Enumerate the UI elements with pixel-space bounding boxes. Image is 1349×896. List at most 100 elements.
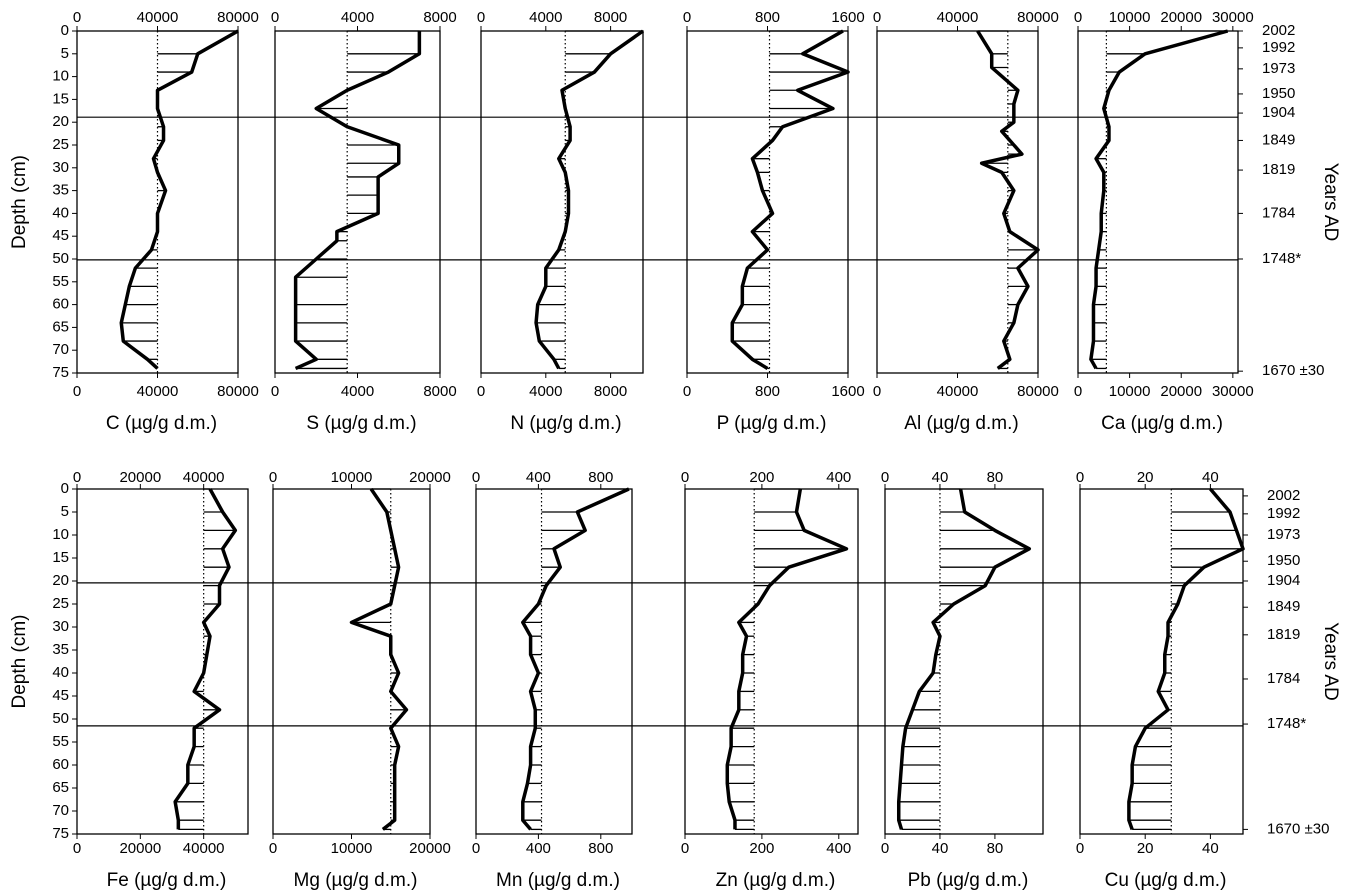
x-tick-label: 20000 bbox=[409, 840, 451, 857]
plot-frame bbox=[1079, 488, 1244, 835]
y-tick-label: 70 bbox=[52, 802, 69, 819]
profile-line bbox=[521, 487, 630, 831]
y-tick-label: 55 bbox=[52, 733, 69, 750]
x-tick-label: 0 bbox=[873, 9, 881, 26]
y2-tick-label: 1992 bbox=[1262, 39, 1295, 56]
x-tick-label: 0 bbox=[881, 469, 889, 486]
y-tick-label: 35 bbox=[52, 641, 69, 658]
plot-frame bbox=[272, 488, 431, 835]
profile-line bbox=[1089, 29, 1229, 370]
x-axis-label: Ca (µg/g d.m.) bbox=[1101, 413, 1223, 434]
x-tick-label: 0 bbox=[477, 9, 485, 26]
x-tick-label: 40 bbox=[1202, 469, 1219, 486]
y-tick-label: 25 bbox=[52, 595, 69, 612]
x-tick-label: 200 bbox=[749, 840, 774, 857]
x-tick-label: 0 bbox=[1074, 383, 1082, 400]
x-tick-label: 400 bbox=[526, 469, 551, 486]
x-tick-label: 40000 bbox=[137, 383, 179, 400]
x-tick-label: 4000 bbox=[529, 9, 562, 26]
x-tick-label: 1600 bbox=[831, 383, 864, 400]
x-axis-label: Al (µg/g d.m.) bbox=[904, 413, 1018, 434]
y-tick-label: 40 bbox=[52, 204, 69, 221]
x-tick-label: 40000 bbox=[183, 840, 225, 857]
x-tick-label: 4000 bbox=[341, 383, 374, 400]
x-tick-label: 20 bbox=[1137, 840, 1154, 857]
x-tick-label: 10000 bbox=[331, 840, 373, 857]
y-tick-label: 50 bbox=[52, 250, 69, 267]
x-tick-label: 20000 bbox=[1160, 9, 1202, 26]
x-tick-label: 800 bbox=[755, 9, 780, 26]
profile-line bbox=[896, 488, 1032, 830]
x-tick-label: 40000 bbox=[183, 469, 225, 486]
x-tick-label: 40000 bbox=[137, 9, 179, 26]
y-tick-label: 75 bbox=[52, 364, 69, 381]
y2-tick-label: 1670 ±30 bbox=[1262, 362, 1324, 379]
y-tick-label: 15 bbox=[52, 90, 69, 107]
x-tick-label: 80 bbox=[987, 840, 1004, 857]
x-tick-label: 4000 bbox=[341, 9, 374, 26]
x-tick-label: 400 bbox=[826, 840, 851, 857]
x-tick-label: 0 bbox=[681, 469, 689, 486]
x-axis-label: P (µg/g d.m.) bbox=[717, 413, 827, 434]
x-tick-label: 0 bbox=[271, 9, 279, 26]
x-tick-label: 0 bbox=[269, 469, 277, 486]
y2-tick-label: 1904 bbox=[1262, 104, 1295, 121]
y2-tick-label: 1904 bbox=[1267, 572, 1300, 589]
profile-line bbox=[725, 488, 849, 830]
x-tick-label: 0 bbox=[1076, 840, 1084, 857]
x-tick-label: 80000 bbox=[217, 9, 259, 26]
y2-tick-label: 1819 bbox=[1267, 626, 1300, 643]
x-tick-label: 0 bbox=[271, 383, 279, 400]
x-tick-label: 0 bbox=[681, 840, 689, 857]
y2-tick-label: 2002 bbox=[1267, 487, 1300, 504]
x-tick-label: 0 bbox=[73, 383, 81, 400]
x-tick-label: 20000 bbox=[1160, 383, 1202, 400]
x-axis-label: S (µg/g d.m.) bbox=[306, 413, 416, 434]
x-tick-label: 30000 bbox=[1212, 9, 1254, 26]
x-tick-label: 20 bbox=[1137, 469, 1154, 486]
y2-tick-label: 1950 bbox=[1267, 552, 1300, 569]
x-axis-label: Zn (µg/g d.m.) bbox=[716, 870, 836, 891]
y2-tick-label: 1992 bbox=[1267, 505, 1300, 522]
x-tick-label: 40 bbox=[932, 469, 949, 486]
x-tick-label: 8000 bbox=[423, 383, 456, 400]
profile-line bbox=[173, 488, 238, 830]
y-tick-label: 60 bbox=[52, 756, 69, 773]
x-tick-label: 10000 bbox=[1109, 9, 1151, 26]
y2-axis-label: Years AD bbox=[1320, 622, 1341, 701]
y-tick-label: 55 bbox=[52, 273, 69, 290]
plot-frame bbox=[884, 488, 1044, 835]
y2-tick-label: 1748* bbox=[1262, 250, 1301, 267]
x-tick-label: 800 bbox=[755, 383, 780, 400]
x-tick-label: 400 bbox=[826, 469, 851, 486]
x-tick-label: 80000 bbox=[217, 383, 259, 400]
y2-tick-label: 2002 bbox=[1262, 22, 1295, 39]
x-tick-label: 800 bbox=[588, 840, 613, 857]
x-tick-label: 40000 bbox=[937, 383, 979, 400]
profile-line bbox=[1127, 487, 1245, 830]
x-tick-label: 0 bbox=[472, 840, 480, 857]
x-tick-label: 0 bbox=[73, 469, 81, 486]
y-tick-label: 30 bbox=[52, 618, 69, 635]
y-tick-label: 65 bbox=[52, 779, 69, 796]
y-tick-label: 35 bbox=[52, 182, 69, 199]
x-tick-label: 0 bbox=[73, 9, 81, 26]
profile-line bbox=[349, 488, 409, 831]
x-tick-label: 8000 bbox=[594, 9, 627, 26]
plot-frame bbox=[274, 30, 441, 374]
x-tick-label: 200 bbox=[749, 469, 774, 486]
x-tick-label: 80000 bbox=[1017, 383, 1059, 400]
x-tick-label: 8000 bbox=[594, 383, 627, 400]
profile-line bbox=[976, 30, 1040, 370]
x-tick-label: 20000 bbox=[119, 469, 161, 486]
plot-frame bbox=[76, 30, 239, 374]
x-tick-label: 10000 bbox=[1109, 383, 1151, 400]
y-tick-label: 20 bbox=[52, 572, 69, 589]
plot-frame bbox=[480, 30, 644, 374]
x-tick-label: 0 bbox=[269, 840, 277, 857]
y-tick-label: 60 bbox=[52, 296, 69, 313]
y-tick-label: 10 bbox=[52, 526, 69, 543]
y-tick-label: 25 bbox=[52, 136, 69, 153]
y-tick-label: 5 bbox=[61, 45, 69, 62]
